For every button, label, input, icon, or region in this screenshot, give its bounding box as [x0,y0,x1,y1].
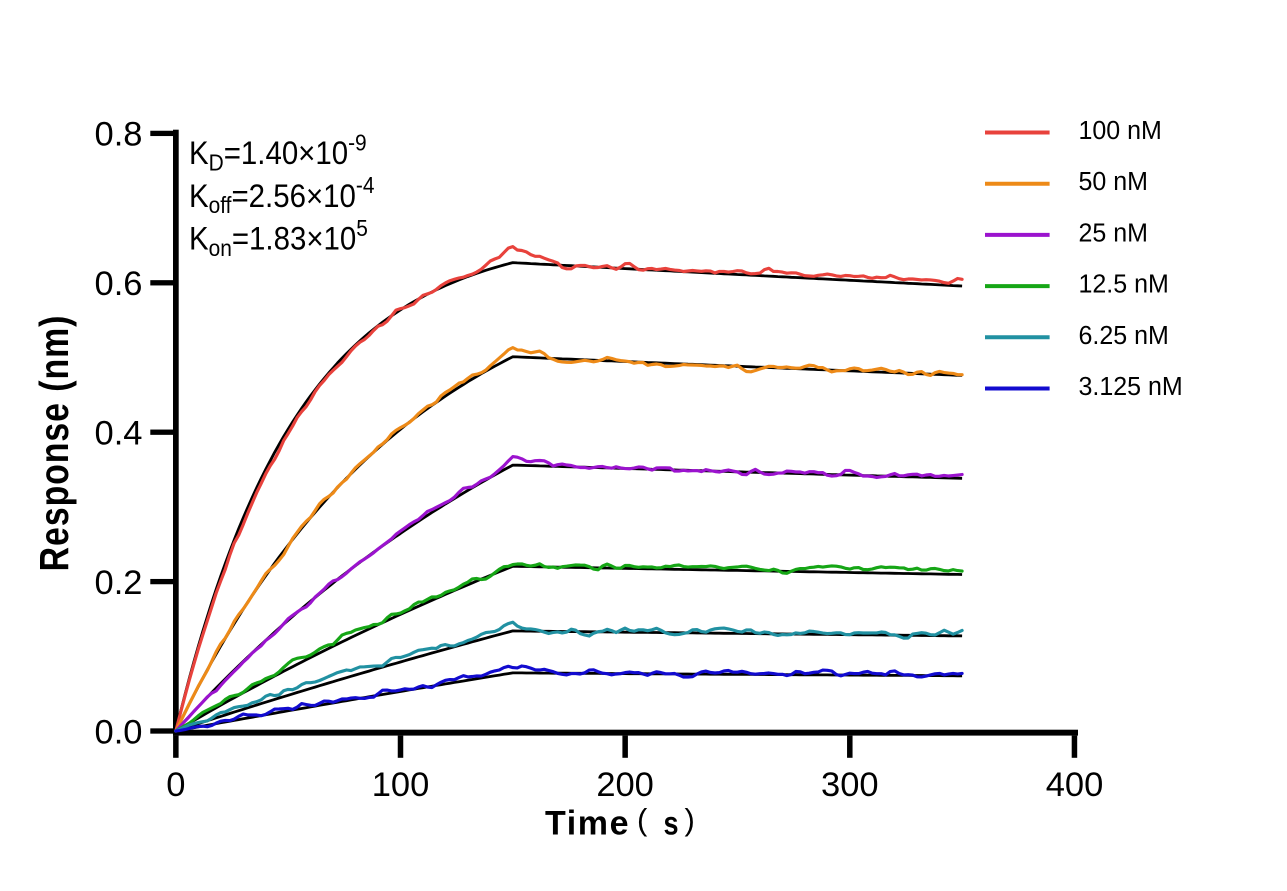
svg-text:s: s [664,806,679,842]
svg-text:50 nM: 50 nM [1079,168,1148,197]
svg-text:6.25 nM: 6.25 nM [1079,321,1169,350]
svg-text:Koff=2.56×10-4: Koff=2.56×10-4 [189,172,374,218]
svg-text:0.4: 0.4 [95,415,143,453]
svg-text:100 nM: 100 nM [1079,116,1162,145]
svg-text:Response (nm): Response (nm) [31,315,76,572]
svg-text:): ) [685,802,695,837]
svg-text:200: 200 [596,766,654,804]
svg-text:0.2: 0.2 [95,564,143,602]
svg-text:Kon=1.83×105: Kon=1.83×105 [189,215,368,261]
svg-text:0.8: 0.8 [95,116,143,154]
svg-text:0.6: 0.6 [95,265,143,303]
svg-text:12.5 nM: 12.5 nM [1079,270,1169,299]
svg-text:3.125 nM: 3.125 nM [1079,372,1183,401]
svg-text:Time: Time [545,805,630,843]
svg-text:100: 100 [372,766,430,804]
svg-text:400: 400 [1046,766,1104,804]
svg-text:0.0: 0.0 [95,713,143,751]
svg-text:300: 300 [821,766,879,804]
svg-text:25 nM: 25 nM [1079,219,1148,248]
svg-text:(: ( [637,802,648,837]
svg-text:0: 0 [166,766,185,804]
svg-text:KD=1.40×10-9: KD=1.40×10-9 [189,129,367,175]
